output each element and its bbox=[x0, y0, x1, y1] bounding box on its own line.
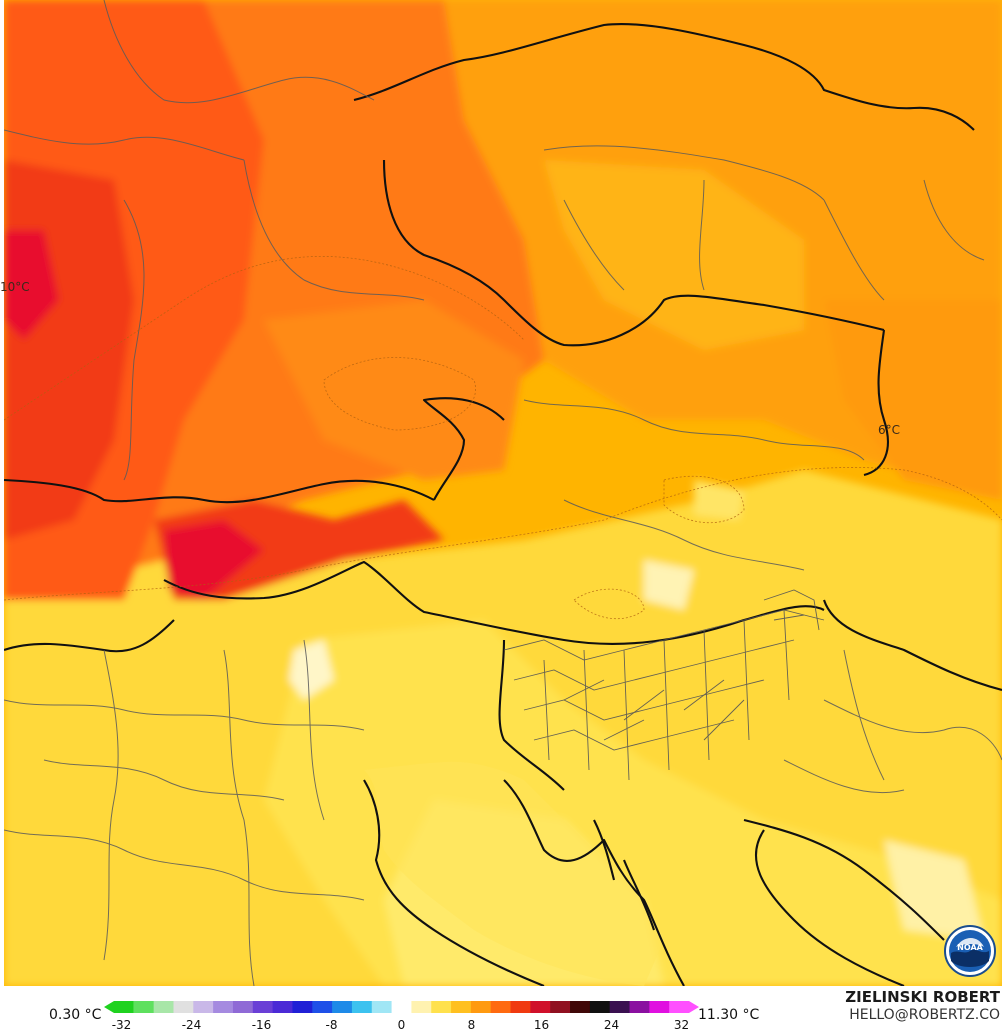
colorbar-swatch bbox=[173, 1001, 194, 1013]
legend-max-value: 11.30 °C bbox=[698, 1007, 760, 1023]
colorbar-tick-label: -16 bbox=[251, 1018, 272, 1032]
colorbar-tick-label: 24 bbox=[603, 1018, 620, 1032]
colorbar-swatch bbox=[312, 1001, 333, 1013]
regional-borders bbox=[4, 0, 1002, 986]
colorbar-tick-label: 8 bbox=[467, 1018, 476, 1032]
colorbar-swatch bbox=[411, 1001, 432, 1013]
colorbar-swatch bbox=[589, 1001, 611, 1013]
author-email: HELLO@ROBERTZ.CO bbox=[849, 1007, 1000, 1023]
colorbar-tick-label: 16 bbox=[533, 1018, 550, 1032]
contour-label-east: 6°C bbox=[878, 423, 901, 437]
colorbar-tick-label: 0 bbox=[397, 1018, 406, 1032]
colorbar-swatch bbox=[530, 1001, 551, 1013]
legend-min-value: 0.30 °C bbox=[49, 1007, 102, 1023]
colorbar-swatch bbox=[451, 1001, 472, 1013]
colorbar-swatch bbox=[371, 1001, 393, 1013]
noaa-logo-icon: NOAA bbox=[944, 925, 996, 977]
colorbar-swatch bbox=[649, 1001, 670, 1013]
colorbar-swatch bbox=[510, 1001, 531, 1013]
colorbar-swatch bbox=[431, 1001, 452, 1013]
colorbar-swatch bbox=[213, 1001, 234, 1013]
colorbar-swatch bbox=[629, 1001, 650, 1013]
colorbar-swatch bbox=[490, 1001, 512, 1013]
contour-label-west: 10°C bbox=[0, 280, 30, 294]
colorbar-swatch bbox=[232, 1001, 254, 1013]
colorbar-tick-label: 32 bbox=[673, 1018, 690, 1032]
temperature-map[interactable] bbox=[4, 0, 1002, 986]
colorbar-swatch bbox=[351, 1001, 373, 1013]
colorbar-swatch bbox=[391, 1001, 412, 1013]
colorbar-swatch bbox=[193, 1001, 214, 1013]
author-name: ZIELINSKI ROBERT bbox=[845, 988, 1000, 1006]
colorbar-swatch bbox=[550, 1001, 571, 1013]
colorbar-swatch bbox=[133, 1001, 155, 1013]
colorbar-tick-label: -24 bbox=[181, 1018, 202, 1032]
colorbar-tick-label: -8 bbox=[325, 1018, 338, 1032]
colorbar-tick-label: -32 bbox=[111, 1018, 132, 1032]
colorbar-swatch bbox=[332, 1001, 353, 1013]
temperature-colorbar bbox=[104, 1001, 699, 1013]
svg-text:NOAA: NOAA bbox=[957, 943, 983, 952]
colorbar-swatch bbox=[470, 1001, 492, 1013]
colorbar-swatch bbox=[669, 1001, 699, 1013]
municipal-borders bbox=[503, 589, 825, 781]
colorbar-swatch bbox=[292, 1001, 313, 1013]
colorbar-swatch bbox=[153, 1001, 174, 1013]
colorbar-swatch bbox=[272, 1001, 293, 1013]
colorbar-swatch bbox=[609, 1001, 631, 1013]
colorbar-swatch bbox=[104, 1001, 134, 1013]
isotherm-lines bbox=[4, 256, 1002, 620]
colorbar-swatch bbox=[570, 1001, 591, 1013]
colorbar-swatch bbox=[252, 1001, 274, 1013]
